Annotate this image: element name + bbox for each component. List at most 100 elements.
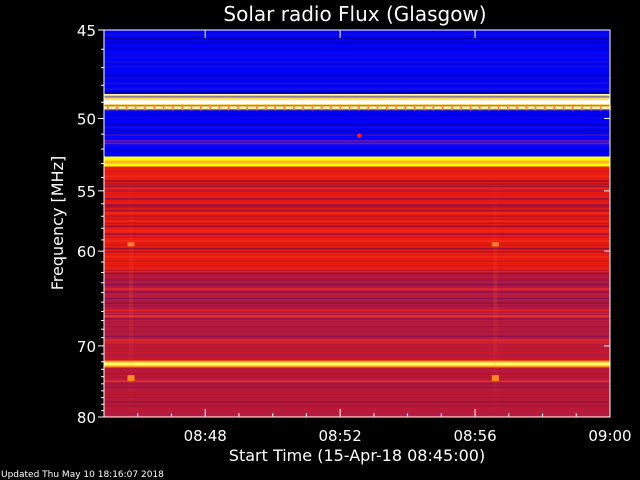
band-49mhz-tick: [367, 104, 369, 111]
heatmap-streak-43: [104, 321, 610, 323]
heatmap-streak-23: [104, 247, 610, 250]
heatmap-streak-45: [104, 331, 610, 333]
heatmap-streak-26: [104, 260, 610, 262]
heatmap-streak-17: [104, 225, 610, 228]
band-49mhz-tick: [599, 104, 602, 111]
heatmap-streak-102: [104, 143, 610, 145]
heatmap-streak-7: [104, 198, 610, 200]
band-49mhz-tick: [265, 104, 267, 111]
heatmap-streak-32: [104, 283, 610, 286]
heatmap-streak-57: [104, 376, 610, 378]
heatmap-streak-90: [104, 126, 610, 129]
heatmap-streak-66: [104, 407, 610, 409]
heatmap-streak-73: [104, 52, 610, 55]
heatmap-streak-87: [104, 114, 610, 116]
heatmap-streak-96: [104, 150, 610, 152]
heatmap-streak-72: [104, 46, 610, 49]
heatmap-streak-95: [104, 145, 610, 147]
band-49mhz-tick: [237, 104, 239, 111]
heatmap-streak-97: [104, 134, 610, 136]
heatmap-streak-55: [104, 367, 610, 369]
band-49mhz-tick: [525, 104, 528, 111]
band-49mhz-tick: [311, 104, 314, 111]
y-tick-label-45: 45: [77, 22, 96, 40]
heatmap-streak-4: [104, 185, 610, 187]
heatmap-streak-70: [104, 37, 610, 40]
heatmap-streak-29: [104, 272, 610, 275]
heatmap-streak-35: [104, 295, 610, 297]
heatmap-streak-50: [104, 349, 610, 351]
heatmap-streak-41: [104, 315, 610, 318]
y-axis-label: Frequency [MHz]: [48, 156, 67, 290]
heatmap-streak-28: [104, 269, 610, 271]
heatmap-streak-37: [104, 302, 610, 304]
band-49mhz-tick: [227, 104, 230, 111]
y-tick-label-60: 60: [77, 243, 96, 261]
band-49mhz-tick: [255, 104, 258, 111]
spot-74mhz-1: [491, 375, 499, 382]
spot-74mhz-0: [127, 375, 135, 382]
y-tick-label-80: 80: [77, 409, 96, 427]
heatmap-streak-98: [104, 139, 610, 141]
heatmap-streak-58: [104, 380, 610, 383]
chart-title: Solar radio Flux (Glasgow): [223, 2, 486, 26]
band-49mhz-tick: [107, 104, 109, 111]
band-49mhz-core: [104, 100, 610, 105]
heatmap-streak-38: [104, 305, 610, 307]
band-49mhz-tick: [134, 104, 137, 111]
heatmap-streak-99: [104, 140, 610, 142]
band-49mhz-tick: [544, 104, 546, 111]
band-49mhz-tick: [209, 104, 211, 111]
heatmap-streak-64: [104, 400, 610, 403]
heatmap-streak-19: [104, 233, 610, 235]
band-49mhz-tick: [190, 104, 193, 111]
band-49mhz-tick: [172, 104, 174, 111]
band-49mhz-tick: [432, 104, 435, 111]
heatmap-streak-39: [104, 309, 610, 312]
heatmap-streak-69: [104, 34, 610, 36]
heatmap-bright-bands: [104, 97, 611, 368]
band-49mhz-tick: [116, 104, 118, 111]
heatmap-streak-65: [104, 405, 610, 408]
band-49mhz-tick: [497, 104, 500, 111]
band-49mhz-tick: [423, 104, 425, 111]
y-axis-label-text: Frequency [MHz]: [48, 156, 67, 290]
heatmap-streak-18: [104, 229, 610, 232]
plot-area: [103, 29, 611, 418]
heatmap-streak-0: [104, 170, 610, 173]
heatmap-streak-77: [104, 71, 610, 73]
band-49mhz-tick: [479, 104, 481, 111]
heatmap-streak-83: [104, 95, 610, 98]
band-49mhz-tick: [413, 104, 416, 111]
heatmap-streak-1: [104, 175, 610, 178]
band-49mhz-tick: [469, 104, 472, 111]
heatmap-streak-88: [104, 117, 610, 119]
heatmap-texture: [104, 34, 610, 417]
band-49mhz-tick: [218, 104, 221, 111]
heatmap-streak-82: [104, 91, 610, 94]
heatmap-streak-2: [104, 180, 610, 183]
x-axis-ticks: 08:48 08:52 08:56 09:00: [137, 30, 632, 445]
heatmap-streak-51: [104, 352, 610, 354]
band-49mhz-tick: [125, 104, 128, 111]
y-tick-label-50: 50: [77, 110, 96, 128]
heatmap-streak-74: [104, 56, 610, 59]
band-49mhz-tick: [581, 104, 583, 111]
heatmap-streak-47: [104, 339, 610, 342]
heatmap-streak-30: [104, 277, 610, 280]
heatmap-streak-100: [104, 142, 610, 144]
heatmap-streak-20: [104, 236, 610, 238]
heatmap-streak-22: [104, 243, 610, 246]
y-tick-label-70: 70: [77, 338, 96, 356]
heatmap-streak-67: [104, 411, 610, 412]
band-49mhz-tick: [274, 104, 276, 111]
heatmap-streak-11: [104, 209, 610, 212]
heatmap-streak-21: [104, 239, 610, 243]
band-49mhz-tick: [395, 104, 397, 111]
band-49mhz-tick: [339, 104, 342, 111]
heatmap-streak-53: [104, 359, 610, 361]
band-53mhz: [104, 160, 610, 164]
footer-timestamp: Updated Thu May 10 18:16:07 2018: [1, 470, 164, 480]
heatmap-streak-15: [104, 220, 610, 222]
